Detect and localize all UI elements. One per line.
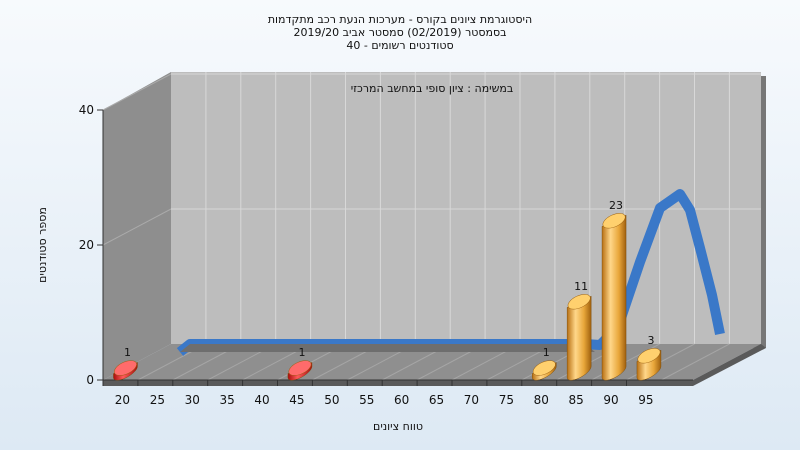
grid-line-side [102, 73, 172, 111]
bar-value-label: 11 [574, 280, 588, 293]
bar-value-label: 1 [298, 346, 305, 359]
x-tick-label: 30 [185, 393, 200, 407]
y-tick-label: 0 [86, 373, 94, 387]
curve-flat-segment [180, 344, 595, 352]
bar-value-label: 3 [647, 334, 654, 347]
floor-side-edge [693, 344, 766, 386]
y-tick-label: 40 [79, 103, 94, 117]
x-axis-label: טווח ציונים [373, 420, 423, 433]
bar-80: 1 [532, 346, 557, 381]
x-tick-label: 55 [359, 393, 374, 407]
bar-top [114, 360, 137, 376]
x-tick-label: 90 [603, 393, 618, 407]
y-axis-label: מספר סטודנטים [36, 207, 49, 283]
distribution-curve [176, 189, 725, 356]
bar-value-label: 1 [543, 346, 550, 359]
bar-95: 3 [636, 334, 662, 381]
bar-85: 11 [566, 280, 592, 381]
grid-line-side [102, 208, 172, 246]
chart-title-line-2: בסמסטר (02/2019) סמסטר אביב 2019/20 [293, 26, 506, 39]
bar-top [602, 213, 626, 229]
bar-20: 1 [113, 346, 138, 381]
x-tick-label: 50 [324, 393, 339, 407]
x-tick-label: 35 [220, 393, 235, 407]
bar-90: 23 [601, 199, 627, 381]
bar-top [532, 360, 556, 376]
x-tick-label: 45 [289, 393, 304, 407]
x-tick-label: 95 [638, 393, 653, 407]
grid-line-floor [661, 343, 730, 381]
floor [103, 344, 761, 380]
x-tick-label: 40 [254, 393, 269, 407]
x-axis-ticks: 20 25 30 35 40 45 50 55 60 65 70 75 80 85 90 95 [102, 380, 654, 407]
x-tick-label: 85 [569, 393, 584, 407]
plot-box [102, 72, 766, 386]
chart-title-line-1: היסטוגרמת ציונים בקורס - מערכות הנעת רכב… [268, 13, 532, 26]
chart-annotation: במשימה : ציון סופי במחשב המרכזי [351, 82, 514, 95]
chart-title-line-3: סטודנטים רשומים - 40 [346, 39, 453, 52]
x-tick-label: 25 [150, 393, 165, 407]
back-wall [171, 72, 761, 344]
x-tick-label: 60 [394, 393, 409, 407]
x-tick-label: 75 [499, 393, 514, 407]
x-tick-label: 20 [115, 393, 130, 407]
y-axis-ticks: 0 20 40 [79, 103, 103, 387]
bar-top [567, 294, 591, 310]
x-tick-label: 70 [464, 393, 479, 407]
bar-top [288, 360, 312, 376]
x-tick-label: 65 [429, 393, 444, 407]
bar-top [637, 348, 661, 364]
floor-edge [103, 380, 693, 386]
left-wall [103, 72, 171, 380]
x-tick-label: 80 [534, 393, 549, 407]
bar-45: 1 [287, 346, 313, 381]
bar-body [601, 214, 627, 381]
bar-value-label: 1 [124, 346, 131, 359]
bar-body [566, 295, 592, 381]
bar-value-label: 23 [609, 199, 623, 212]
y-tick-label: 20 [79, 238, 94, 252]
